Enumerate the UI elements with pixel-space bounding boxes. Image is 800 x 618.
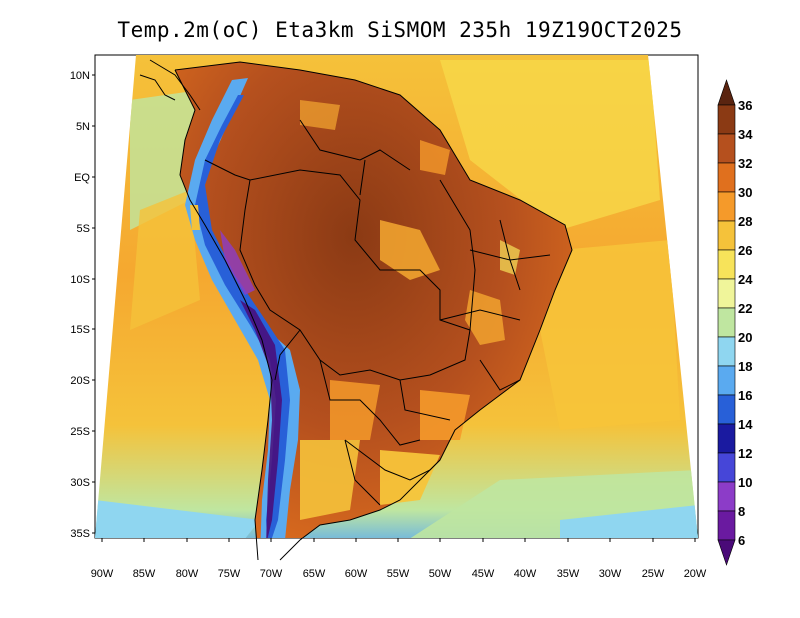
colorbar-swatch — [717, 336, 736, 367]
colorbar-label: 32 — [738, 156, 752, 171]
colorbar-swatch — [717, 423, 736, 454]
colorbar-label: 10 — [738, 475, 752, 490]
colorbar-swatch — [717, 481, 736, 512]
lon-label: 70W — [260, 568, 283, 580]
colorbar-label: 30 — [738, 185, 752, 200]
longitude-axis: 90W 85W 80W 75W 70W 65W 60W 55W 50W 45W … — [91, 538, 707, 580]
colorbar-bottom-arrow — [717, 539, 736, 566]
lon-label: 65W — [303, 568, 326, 580]
colorbar-label: 26 — [738, 243, 752, 258]
political-boundaries — [139, 59, 573, 561]
colorbar-swatch — [717, 220, 736, 251]
colorbar-swatch — [717, 104, 736, 135]
colorbar-label: 14 — [738, 417, 753, 432]
colorbar: 36 34 32 30 28 26 24 22 20 18 16 14 12 10 8 6 — [717, 79, 753, 566]
lon-label: 80W — [176, 568, 199, 580]
lon-label: 45W — [472, 568, 495, 580]
lat-label: 15S — [70, 324, 90, 336]
colorbar-swatch — [717, 510, 736, 541]
colorbar-label: 36 — [738, 98, 752, 113]
lon-label: 85W — [133, 568, 156, 580]
colorbar-label: 24 — [738, 272, 753, 287]
lon-label: 25W — [642, 568, 665, 580]
colorbar-swatch — [717, 162, 736, 193]
colorbar-label: 18 — [738, 359, 752, 374]
colorbar-top-arrow — [717, 79, 736, 106]
lat-label: 10S — [70, 274, 90, 286]
lon-label: 75W — [218, 568, 241, 580]
lon-label: 40W — [514, 568, 537, 580]
lon-label: 55W — [387, 568, 410, 580]
colorbar-swatch — [717, 452, 736, 483]
colorbar-label: 28 — [738, 214, 752, 229]
colorbar-label: 22 — [738, 301, 752, 316]
lat-label: 25S — [70, 426, 90, 438]
colorbar-swatch — [717, 307, 736, 338]
colorbar-label: 34 — [738, 127, 753, 142]
lat-label: 5S — [77, 223, 90, 235]
colorbar-swatch — [717, 133, 736, 164]
colorbar-swatch — [717, 394, 736, 425]
lon-label: 60W — [345, 568, 368, 580]
colorbar-label: 16 — [738, 388, 752, 403]
map-title: Temp.2m(oC) Eta3km SiSMOM 235h 19Z19OCT2… — [117, 18, 683, 42]
lon-label: 20W — [684, 568, 707, 580]
colorbar-label: 8 — [738, 504, 745, 519]
lon-label: 30W — [599, 568, 622, 580]
lon-label: 90W — [91, 568, 114, 580]
lat-label: 35S — [70, 528, 90, 540]
lat-label: 5N — [76, 121, 90, 133]
colorbar-label: 12 — [738, 446, 752, 461]
colorbar-swatch — [717, 278, 736, 309]
colorbar-label: 6 — [738, 533, 745, 548]
lon-label: 50W — [429, 568, 452, 580]
lat-label: 10N — [70, 70, 90, 82]
colorbar-swatch — [717, 191, 736, 222]
latitude-axis: 10N 5N EQ 5S 10S 15S 20S 25S 30S 35S — [70, 70, 95, 540]
colorbar-swatch — [717, 249, 736, 280]
temperature-field — [95, 55, 698, 538]
lat-label: EQ — [74, 172, 90, 184]
lat-label: 20S — [70, 375, 90, 387]
lat-label: 30S — [70, 477, 90, 489]
lon-label: 35W — [557, 568, 580, 580]
colorbar-label: 20 — [738, 330, 752, 345]
colorbar-swatch — [717, 365, 736, 396]
